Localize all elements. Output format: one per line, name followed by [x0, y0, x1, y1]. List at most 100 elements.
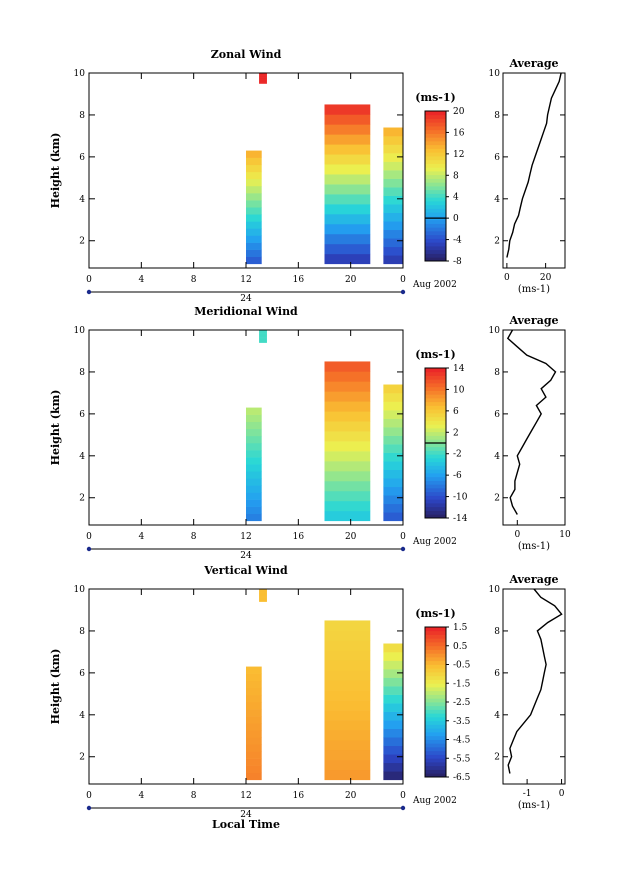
x-tick-label: 8: [191, 532, 197, 542]
data-cell: [246, 407, 262, 415]
average-y-tick-label: 8: [494, 111, 500, 121]
y-axis-label: Height (km): [49, 649, 62, 725]
data-cell: [259, 338, 267, 340]
average-x-tick-label: 10: [559, 530, 571, 540]
average-unit: (ms-1): [518, 541, 550, 552]
colorbar-cell: [425, 675, 446, 680]
colorbar-unit: (ms-1): [415, 607, 455, 620]
colorbar-cell: [425, 182, 446, 187]
data-cell: [259, 79, 267, 81]
data-cell: [246, 442, 262, 451]
data-cell: [246, 200, 262, 208]
data-cell: [324, 144, 371, 155]
data-cell: [383, 703, 403, 712]
average-y-tick-label: 6: [494, 410, 500, 420]
colorbar-cell: [425, 208, 446, 213]
colorbar-cell: [425, 630, 446, 635]
data-cell: [246, 687, 262, 696]
data-cell: [383, 677, 403, 687]
data-cell: [324, 223, 371, 235]
x-tick-label: 0: [400, 532, 406, 542]
x-tick-label: 8: [191, 275, 197, 285]
x-tick-label: 8: [191, 791, 197, 801]
data-cell: [383, 221, 403, 231]
colorbar-cell: [425, 743, 446, 748]
colorbar-cell: [425, 747, 446, 752]
data-cell: [383, 652, 403, 661]
data-cell: [259, 339, 267, 341]
data-cell: [259, 330, 267, 332]
data-cell: [259, 81, 267, 83]
colorbar-tick-label: -4: [453, 236, 462, 246]
colorbar-cell: [425, 694, 446, 699]
colorbar-cell: [425, 446, 446, 451]
colorbar-cell: [425, 129, 446, 134]
data-cell: [259, 333, 267, 335]
data-cell: [259, 74, 267, 76]
data-cell: [383, 495, 403, 505]
data-cell: [324, 650, 371, 661]
data-cell: [383, 478, 403, 488]
colorbar-cell: [425, 223, 446, 228]
colorbar-cell: [425, 141, 446, 146]
data-cell: [259, 592, 267, 595]
data-cell: [246, 765, 262, 774]
y-tick-label: 6: [79, 153, 85, 163]
data-cell: [324, 640, 371, 651]
data-cell: [324, 214, 371, 225]
x-tick-label: 20: [345, 791, 357, 801]
data-cell: [246, 421, 262, 430]
data-cell: [246, 457, 262, 465]
colorbar-cell: [425, 458, 446, 463]
data-cell: [259, 597, 267, 599]
data-cell: [383, 255, 403, 265]
data-cell: [324, 451, 371, 462]
x-tick-label: 0: [400, 791, 406, 801]
average-y-tick-label: 6: [494, 669, 500, 679]
colorbar-cell: [425, 428, 446, 433]
date-bar-start: [86, 289, 92, 295]
data-cell: [259, 78, 267, 80]
average-profile-line: [507, 588, 563, 774]
colorbar-cell: [425, 246, 446, 251]
data-cell: [324, 381, 371, 392]
data-cell: [383, 410, 403, 419]
colorbar-tick-label: 1.5: [453, 623, 468, 633]
colorbar-cell: [425, 754, 446, 759]
colorbar-cell: [425, 231, 446, 236]
data-cell: [383, 754, 403, 764]
colorbar-cell: [425, 465, 446, 470]
data-cell: [259, 77, 267, 79]
data-cell: [324, 739, 371, 751]
colorbar-cell: [425, 137, 446, 142]
data-cell: [383, 512, 403, 522]
data-cell: [324, 243, 371, 255]
data-cell: [246, 694, 262, 703]
colorbar-cell: [425, 484, 446, 489]
y-tick-label: 8: [79, 627, 85, 637]
colorbar-tick-label: -2: [453, 450, 462, 460]
colorbar-cell: [425, 503, 446, 508]
colorbar-cell: [425, 476, 446, 481]
colorbar-cell: [425, 739, 446, 744]
colorbar-cell: [425, 133, 446, 138]
data-cell: [246, 506, 262, 515]
data-cell: [259, 341, 267, 343]
colorbar-unit: (ms-1): [415, 348, 455, 361]
date-bar-end: [400, 289, 406, 295]
data-cell: [383, 461, 403, 470]
data-cell: [246, 680, 262, 689]
average-x-tick-label: 0: [504, 273, 510, 283]
data-cell: [324, 680, 371, 691]
data-cell: [246, 450, 262, 458]
y-tick-label: 2: [79, 494, 85, 504]
data-cell: [246, 249, 262, 258]
data-cell: [259, 600, 267, 602]
data-cell: [246, 758, 262, 766]
date-month-label: Aug 2002: [412, 796, 457, 806]
data-cell: [324, 690, 371, 701]
colorbar-cell: [425, 114, 446, 119]
colorbar-cell: [425, 687, 446, 692]
colorbar-cell: [425, 469, 446, 474]
